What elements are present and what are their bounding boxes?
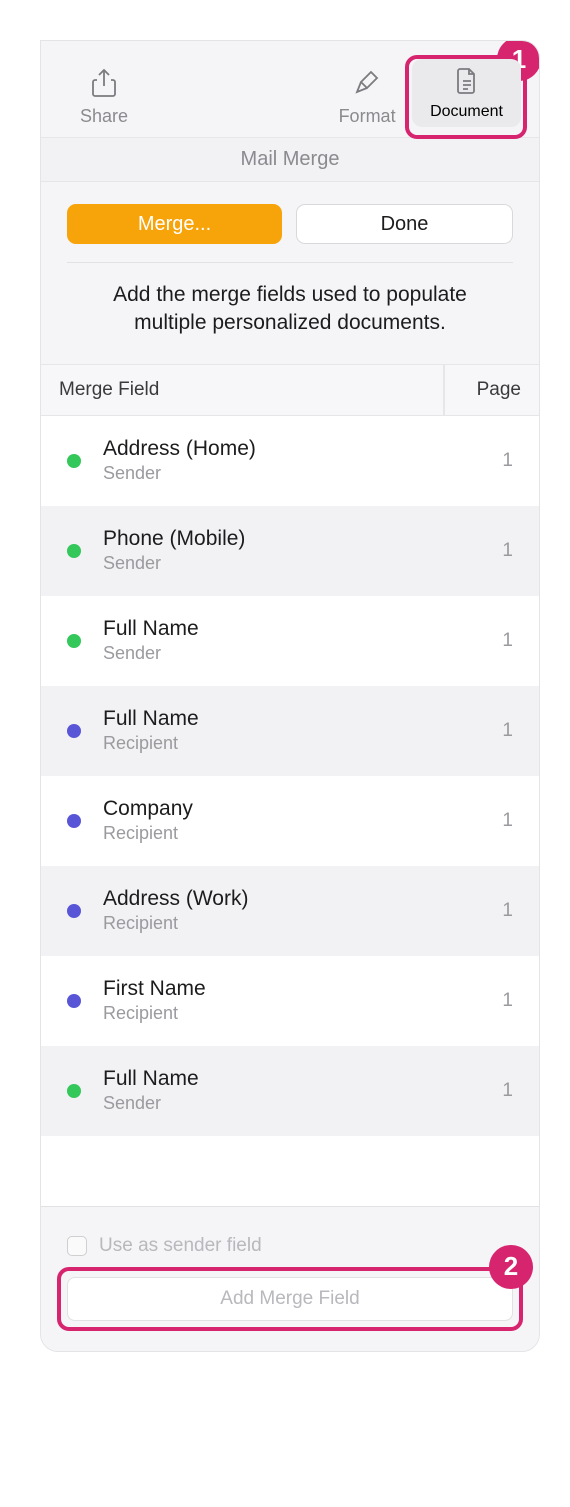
status-dot bbox=[67, 994, 81, 1008]
status-dot bbox=[67, 1084, 81, 1098]
row-title: Company bbox=[103, 797, 461, 821]
row-text: Full NameSender bbox=[103, 617, 461, 664]
row-text: Address (Home)Sender bbox=[103, 437, 461, 484]
document-label: Document bbox=[430, 103, 503, 121]
divider bbox=[67, 262, 513, 263]
share-icon bbox=[91, 68, 117, 98]
status-dot bbox=[67, 454, 81, 468]
row-subtitle: Recipient bbox=[103, 1003, 461, 1024]
table-row[interactable]: Address (Work)Recipient1 bbox=[41, 866, 539, 956]
merge-field-list: Address (Home)Sender1Phone (Mobile)Sende… bbox=[41, 416, 539, 1136]
table-row[interactable]: Full NameSender1 bbox=[41, 596, 539, 686]
column-header-page[interactable]: Page bbox=[443, 365, 539, 415]
inspector-panel: 1 Share Format bbox=[40, 40, 540, 1352]
row-title: Address (Home) bbox=[103, 437, 461, 461]
row-subtitle: Recipient bbox=[103, 823, 461, 844]
table-row[interactable]: Full NameRecipient1 bbox=[41, 686, 539, 776]
table-row[interactable]: First NameRecipient1 bbox=[41, 956, 539, 1046]
table-row[interactable]: CompanyRecipient1 bbox=[41, 776, 539, 866]
row-subtitle: Sender bbox=[103, 463, 461, 484]
row-title: Address (Work) bbox=[103, 887, 461, 911]
toolbar: Share Format Document bbox=[41, 41, 539, 137]
row-text: First NameRecipient bbox=[103, 977, 461, 1024]
row-page: 1 bbox=[461, 1080, 521, 1102]
row-title: Full Name bbox=[103, 617, 461, 641]
row-page: 1 bbox=[461, 720, 521, 742]
row-page: 1 bbox=[461, 630, 521, 652]
merge-button[interactable]: Merge... bbox=[67, 204, 282, 244]
row-page: 1 bbox=[461, 540, 521, 562]
row-page: 1 bbox=[461, 990, 521, 1012]
description-text: Add the merge fields used to populate mu… bbox=[41, 277, 539, 364]
table-row[interactable]: Address (Home)Sender1 bbox=[41, 416, 539, 506]
status-dot bbox=[67, 724, 81, 738]
document-icon bbox=[455, 67, 479, 95]
status-dot bbox=[67, 634, 81, 648]
footer: Use as sender field Add Merge Field 2 bbox=[41, 1207, 539, 1351]
status-dot bbox=[67, 814, 81, 828]
row-subtitle: Sender bbox=[103, 1093, 461, 1114]
row-text: CompanyRecipient bbox=[103, 797, 461, 844]
table-header: Merge Field Page bbox=[41, 364, 539, 416]
paintbrush-icon bbox=[353, 68, 381, 98]
share-label: Share bbox=[80, 106, 128, 127]
row-subtitle: Recipient bbox=[103, 913, 461, 934]
column-header-field[interactable]: Merge Field bbox=[41, 365, 443, 415]
row-subtitle: Sender bbox=[103, 553, 461, 574]
list-filler bbox=[41, 1136, 539, 1206]
row-text: Address (Work)Recipient bbox=[103, 887, 461, 934]
document-tab[interactable]: Document bbox=[412, 59, 521, 127]
row-page: 1 bbox=[461, 450, 521, 472]
row-title: Phone (Mobile) bbox=[103, 527, 461, 551]
add-merge-field-button[interactable]: Add Merge Field bbox=[67, 1277, 513, 1321]
row-title: Full Name bbox=[103, 707, 461, 731]
row-title: Full Name bbox=[103, 1067, 461, 1091]
format-label: Format bbox=[339, 106, 396, 127]
row-page: 1 bbox=[461, 900, 521, 922]
sender-field-checkbox-row: Use as sender field bbox=[67, 1235, 513, 1257]
share-button[interactable]: Share bbox=[59, 64, 149, 127]
sender-field-label: Use as sender field bbox=[99, 1235, 262, 1257]
format-button[interactable]: Format bbox=[322, 64, 412, 127]
sender-field-checkbox[interactable] bbox=[67, 1236, 87, 1256]
status-dot bbox=[67, 544, 81, 558]
row-title: First Name bbox=[103, 977, 461, 1001]
row-subtitle: Sender bbox=[103, 643, 461, 664]
action-row: Merge... Done bbox=[41, 182, 539, 262]
row-text: Full NameSender bbox=[103, 1067, 461, 1114]
row-page: 1 bbox=[461, 810, 521, 832]
table-row[interactable]: Full NameSender1 bbox=[41, 1046, 539, 1136]
status-dot bbox=[67, 904, 81, 918]
table-row[interactable]: Phone (Mobile)Sender1 bbox=[41, 506, 539, 596]
row-text: Phone (Mobile)Sender bbox=[103, 527, 461, 574]
row-subtitle: Recipient bbox=[103, 733, 461, 754]
done-button[interactable]: Done bbox=[296, 204, 513, 244]
section-title: Mail Merge bbox=[41, 137, 539, 182]
row-text: Full NameRecipient bbox=[103, 707, 461, 754]
